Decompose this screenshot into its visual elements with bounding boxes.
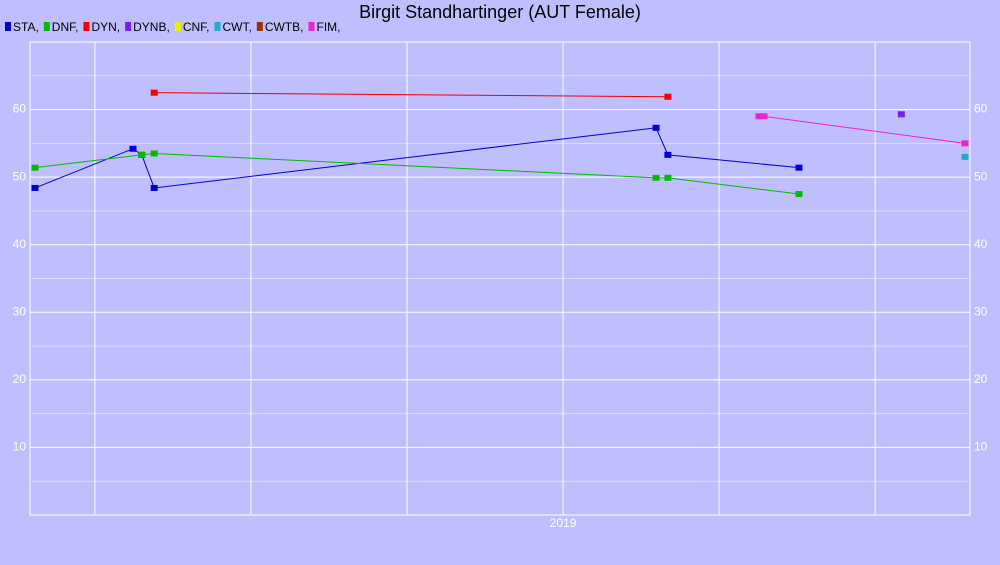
point — [31, 164, 39, 171]
point — [795, 191, 803, 198]
y-tick-label: 50 — [13, 169, 27, 183]
chart-title: Birgit Standhartinger (AUT Female) — [359, 2, 641, 22]
point — [150, 89, 158, 96]
y-tick-label: 40 — [13, 237, 27, 251]
x-tick-label: 2019 — [550, 516, 577, 530]
point — [961, 153, 969, 160]
point — [961, 140, 969, 147]
legend-swatch — [256, 22, 263, 31]
y-tick-label-right: 20 — [974, 372, 988, 386]
legend-label: DNF, — [52, 20, 79, 34]
point — [150, 150, 158, 157]
legend-label: STA, — [13, 20, 39, 34]
legend-label: CWTB, — [265, 20, 304, 34]
point — [664, 174, 672, 181]
legend-swatch — [308, 22, 315, 31]
point — [129, 145, 137, 152]
legend-label: CWT, — [222, 20, 251, 34]
legend-swatch — [5, 22, 11, 31]
y-tick-label-right: 30 — [974, 304, 988, 318]
point — [664, 151, 672, 158]
y-tick-label-right: 10 — [974, 440, 988, 454]
legend-swatch — [174, 22, 181, 31]
y-tick-label-right: 60 — [974, 102, 988, 116]
point — [150, 184, 158, 191]
point — [760, 113, 768, 120]
point — [138, 151, 146, 158]
y-tick-label: 20 — [13, 372, 27, 386]
y-tick-label-right: 50 — [974, 169, 988, 183]
series-line — [154, 92, 668, 98]
series-line — [34, 152, 800, 195]
y-tick-label: 10 — [13, 440, 27, 454]
legend-label: FIM, — [316, 20, 340, 34]
point — [755, 113, 763, 120]
y-tick-label: 30 — [13, 304, 27, 318]
legend-label: DYN, — [91, 20, 120, 34]
point — [652, 124, 660, 131]
y-tick-label: 60 — [13, 102, 27, 116]
point — [664, 93, 672, 100]
legend-swatch — [43, 22, 50, 31]
point — [652, 174, 660, 181]
point — [897, 111, 905, 118]
point — [795, 164, 803, 171]
point — [31, 184, 39, 191]
legend-swatch — [125, 22, 132, 31]
y-tick-label-right: 40 — [974, 237, 988, 251]
legend-label: DYNB, — [133, 20, 170, 34]
legend-swatch — [83, 22, 90, 31]
legend-label: CNF, — [183, 20, 210, 34]
legend-swatch — [214, 22, 221, 31]
